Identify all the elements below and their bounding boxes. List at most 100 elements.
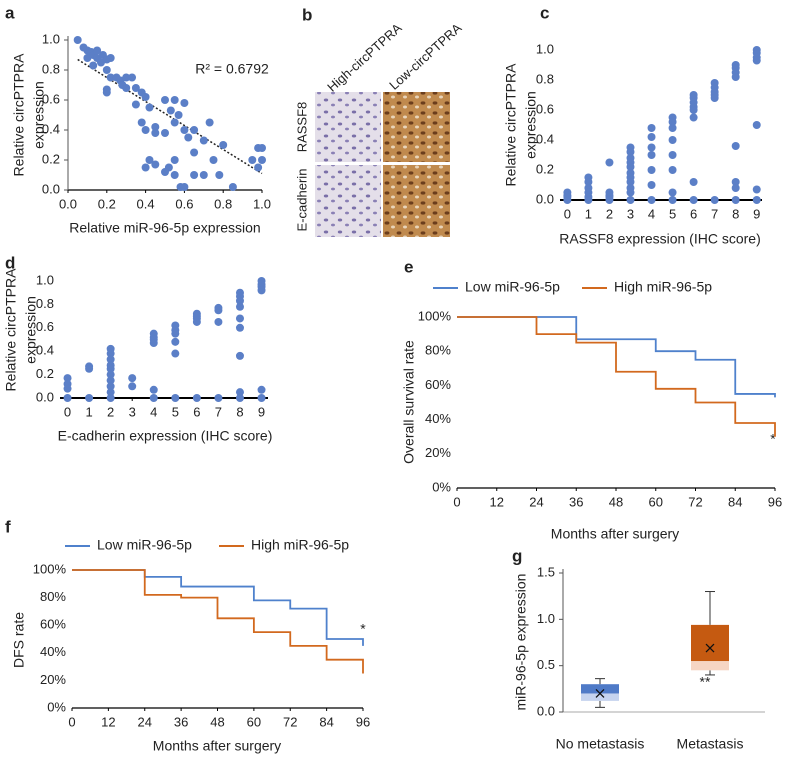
legend-label: Low miR-96-5p — [465, 279, 560, 295]
point — [647, 133, 656, 141]
km-line — [72, 569, 364, 674]
km-line — [457, 316, 776, 398]
point — [128, 73, 137, 82]
x-tick-label: 84 — [728, 494, 742, 509]
point — [258, 156, 266, 164]
mean-marker — [595, 689, 605, 698]
y-axis-label: Relative circPTPRA — [3, 268, 19, 392]
point — [122, 84, 131, 92]
x-tick-label: 4 — [648, 206, 655, 221]
x-tick-label: 0.0 — [59, 196, 77, 211]
y-axis-label: Relative circPTPRA — [503, 63, 519, 187]
point — [122, 73, 131, 82]
point — [171, 337, 180, 346]
x-tick-label: 0.2 — [98, 196, 116, 211]
y-tick-label: 0.4 — [36, 343, 54, 358]
y-tick-label: 1.0 — [536, 41, 554, 56]
x-axis-label: Relative miR-96-5p expression — [69, 220, 260, 236]
point — [170, 118, 179, 127]
y-tick-label: 0.2 — [536, 161, 554, 176]
y-tick-label: 1.0 — [42, 31, 60, 46]
point — [563, 196, 572, 204]
x-tick-label: 0 — [453, 494, 460, 509]
x-tick-label: 4 — [150, 404, 157, 419]
point — [626, 163, 635, 171]
point — [170, 96, 179, 104]
y-tick-label: 80% — [425, 343, 451, 358]
x-tick-label: 24 — [138, 714, 152, 729]
point — [668, 196, 677, 204]
x-tick-label: 1.0 — [253, 196, 271, 211]
point — [214, 317, 223, 326]
point — [180, 183, 189, 191]
box-upper — [581, 684, 619, 694]
box-lower — [581, 693, 619, 701]
y-tick-label: 0.6 — [536, 101, 554, 116]
point — [161, 168, 169, 176]
point — [257, 385, 266, 394]
y-tick-label: 0% — [432, 479, 451, 494]
x-tick-label: 12 — [490, 494, 504, 509]
point — [128, 382, 137, 391]
x-axis-label: RASSF8 expression (IHC score) — [559, 231, 761, 247]
point — [192, 317, 201, 326]
y-tick-label: 40% — [425, 411, 451, 426]
point — [752, 196, 761, 204]
point — [235, 323, 244, 332]
point — [647, 124, 656, 132]
point — [689, 106, 698, 114]
point — [192, 394, 201, 402]
point — [257, 394, 266, 402]
point — [63, 394, 72, 402]
point — [106, 388, 115, 397]
x-tick-label: 72 — [283, 714, 297, 729]
point — [199, 171, 208, 179]
panel-letter: b — [302, 5, 312, 24]
point — [235, 351, 244, 360]
point — [102, 88, 111, 97]
box-upper — [691, 624, 729, 662]
y-axis-label: expression — [523, 91, 539, 159]
row-label: E-cadherin — [294, 169, 309, 232]
point — [171, 394, 180, 402]
panel-letter: e — [404, 257, 413, 276]
x-tick-label: 7 — [711, 206, 718, 221]
point — [141, 126, 150, 134]
point — [668, 118, 677, 126]
point — [235, 314, 244, 323]
annotation: * — [770, 431, 776, 447]
point — [180, 99, 189, 107]
mean-marker — [705, 643, 715, 653]
point — [235, 394, 244, 402]
x-tick-label: 5 — [172, 404, 179, 419]
y-tick-label: 60% — [425, 377, 451, 392]
x-tick-label: 0 — [68, 714, 75, 729]
point — [668, 151, 677, 159]
point — [647, 166, 656, 174]
ihc-image — [315, 165, 381, 237]
y-tick-label: 0.6 — [36, 319, 54, 334]
x-tick-label: 0.8 — [214, 196, 232, 211]
row-label: RASSF8 — [294, 102, 309, 153]
point — [668, 124, 677, 132]
y-tick-label: 80% — [40, 589, 66, 604]
point — [151, 129, 160, 137]
x-tick-label: 7 — [215, 404, 222, 419]
x-tick-label: 48 — [609, 494, 623, 509]
point — [63, 384, 72, 393]
point — [106, 382, 115, 391]
point — [689, 196, 698, 204]
point — [668, 136, 677, 144]
ihc-panel: b High-circPTPRA Low-circPTPRA RASSF8 E-… — [294, 5, 465, 237]
y-tick-label: 0.8 — [42, 61, 60, 76]
point — [199, 136, 208, 145]
x-axis-label: Months after surgery — [551, 526, 679, 542]
x-tick-label: 84 — [319, 714, 333, 729]
point — [106, 355, 115, 364]
point — [106, 73, 115, 82]
point — [668, 166, 677, 174]
point — [161, 96, 169, 104]
point — [106, 54, 115, 62]
y-tick-label: 0.0 — [536, 191, 554, 206]
x-tick-label: 8 — [732, 206, 739, 221]
